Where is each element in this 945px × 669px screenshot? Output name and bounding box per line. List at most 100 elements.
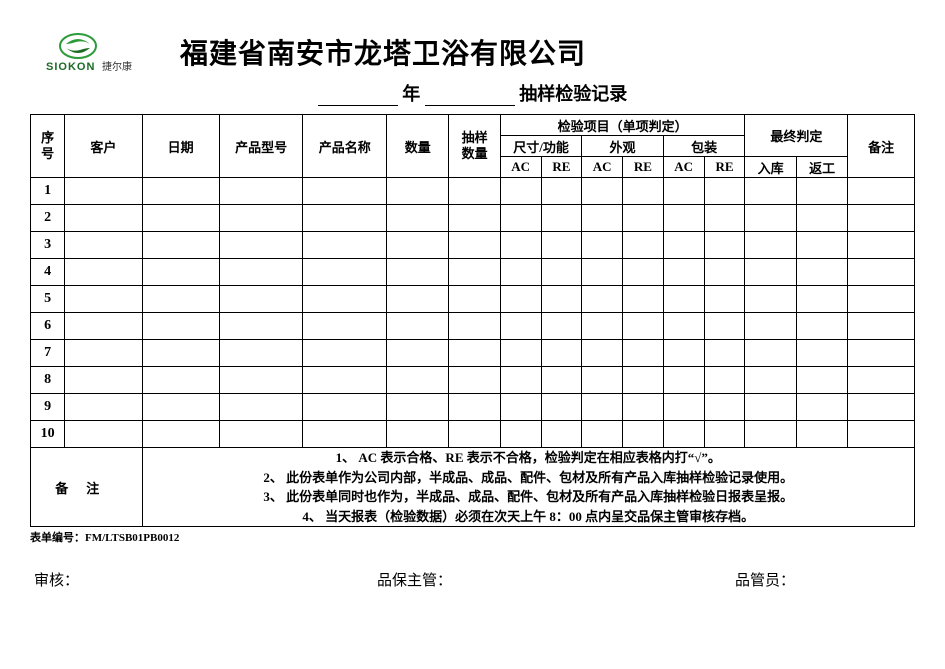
data-cell [219,205,303,232]
data-cell [541,205,582,232]
note-line-1: 1、 AC 表示合格、RE 表示不合格，检验判定在相应表格内打“√”。 [143,448,914,468]
data-cell [541,394,582,421]
data-cell [500,286,541,313]
data-cell [623,367,664,394]
data-cell [796,340,848,367]
row-number: 9 [31,394,65,421]
col-packaging: 包装 [663,136,745,157]
data-cell [582,421,623,448]
data-cell [65,394,142,421]
data-cell [65,421,142,448]
data-cell [582,232,623,259]
data-cell [704,367,745,394]
data-cell [500,232,541,259]
data-cell [449,286,500,313]
data-cell [65,313,142,340]
data-cell [796,205,848,232]
table-row: 6 [31,313,915,340]
data-cell [704,286,745,313]
data-cell [623,340,664,367]
data-cell [796,394,848,421]
data-cell [796,286,848,313]
data-cell [387,205,449,232]
data-cell [623,313,664,340]
col-remark: 备注 [848,115,915,178]
data-cell [582,313,623,340]
page-root: SIOKON 捷尔康 福建省南安市龙塔卫浴有限公司 年 抽样检验记录 [0,0,945,600]
data-cell [500,421,541,448]
data-cell [449,205,500,232]
row-number: 4 [31,259,65,286]
data-cell [541,232,582,259]
year-label: 年 [402,84,420,104]
table-row: 8 [31,367,915,394]
col-ac-1: AC [500,157,541,178]
col-re-2: RE [623,157,664,178]
data-cell [582,340,623,367]
data-cell [848,178,915,205]
data-cell [303,394,387,421]
table-row: 10 [31,421,915,448]
data-cell [500,394,541,421]
data-cell [745,286,796,313]
data-cell [848,232,915,259]
data-cell [65,259,142,286]
data-cell [623,259,664,286]
data-cell [663,286,704,313]
col-rework: 返工 [796,157,848,178]
note-line-2: 2、 此份表单作为公司内部，半成品、成品、配件、包材及所有产品入库抽样检验记录使… [143,468,914,488]
data-cell [219,367,303,394]
data-cell [500,178,541,205]
note-line-4: 4、 当天报表（检验数据）必须在次天上午 8：00 点内呈交品保主管审核存档。 [143,507,914,527]
col-sample-qty: 抽样数量 [449,115,500,178]
data-cell [142,394,219,421]
data-cell [449,313,500,340]
data-cell [623,178,664,205]
data-cell [142,421,219,448]
data-cell [663,259,704,286]
data-cell [796,421,848,448]
data-cell [848,313,915,340]
col-date: 日期 [142,115,219,178]
data-cell [387,286,449,313]
row-number: 2 [31,205,65,232]
sign-qa-lead: 品保主管： [288,569,542,590]
data-cell [449,232,500,259]
data-cell [796,313,848,340]
data-cell [387,232,449,259]
data-cell [142,313,219,340]
table-row: 5 [31,286,915,313]
data-cell [387,259,449,286]
data-cell [142,205,219,232]
data-cell [449,367,500,394]
data-cell [796,232,848,259]
data-cell [142,232,219,259]
data-cell [219,394,303,421]
data-cell [848,205,915,232]
data-cell [582,394,623,421]
data-cell [623,205,664,232]
data-cell [303,313,387,340]
header: SIOKON 捷尔康 福建省南安市龙塔卫浴有限公司 [30,30,915,74]
data-cell [848,286,915,313]
data-cell [704,178,745,205]
data-cell [623,286,664,313]
data-cell [303,178,387,205]
data-cell [745,394,796,421]
data-cell [704,205,745,232]
logo-icon: SIOKON 捷尔康 [40,30,160,74]
data-cell [745,259,796,286]
data-cell [745,340,796,367]
data-cell [303,286,387,313]
data-cell [745,232,796,259]
data-cell [623,232,664,259]
data-cell [796,367,848,394]
data-cell [848,340,915,367]
data-cell [500,340,541,367]
data-cell [582,259,623,286]
data-cell [745,205,796,232]
form-code-value: FM/LTSB01PB0012 [85,532,179,544]
row-number: 1 [31,178,65,205]
data-cell [65,205,142,232]
data-cell [387,178,449,205]
